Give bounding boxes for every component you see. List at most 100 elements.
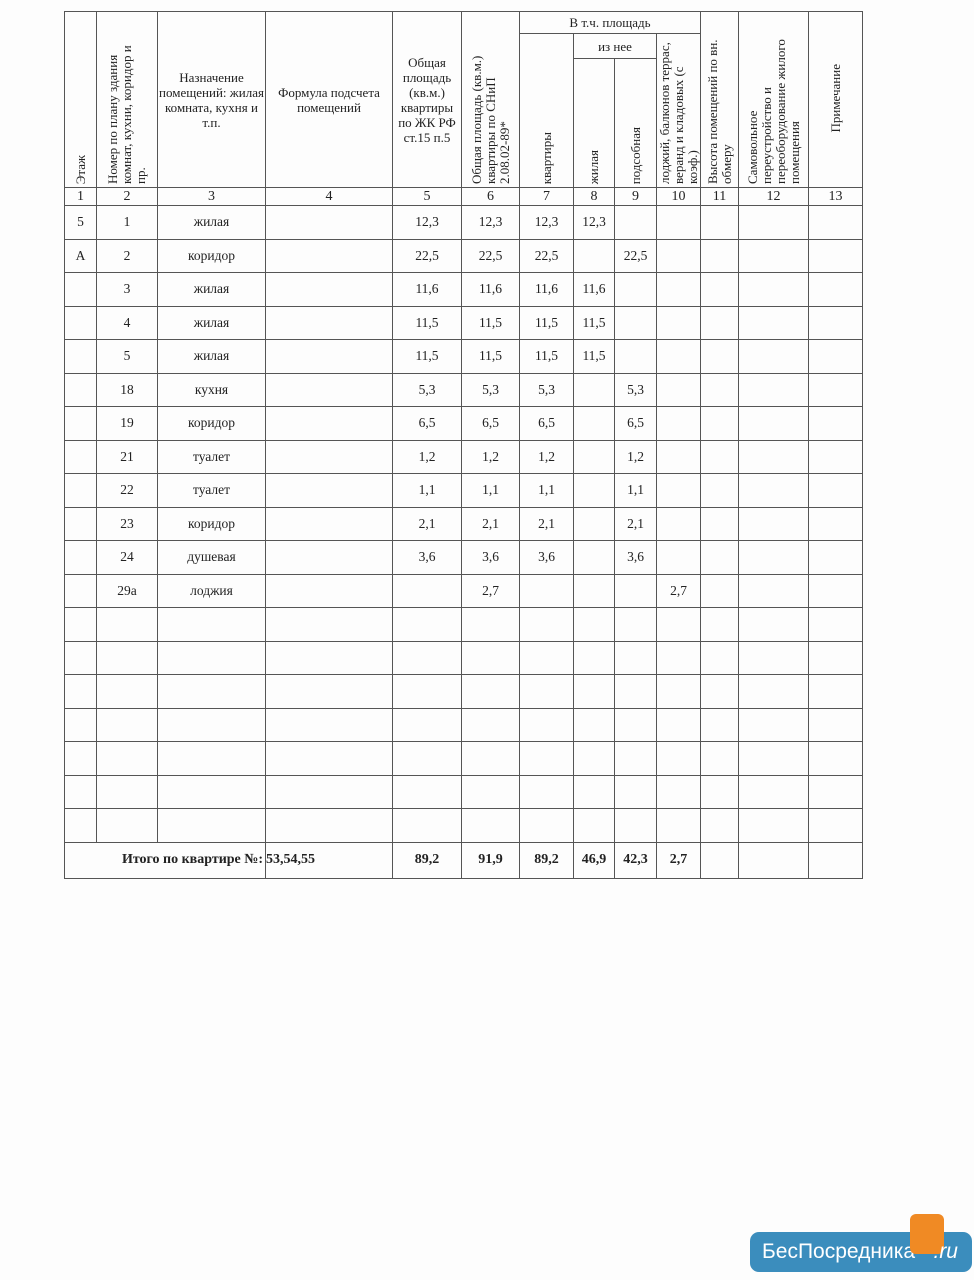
table-cell [808,774,863,809]
table-cell: 6,5 [461,406,520,441]
table-cell [656,774,701,809]
table-cell [738,439,809,474]
table-cell: 23 [96,506,158,541]
table-cell [573,372,615,407]
table-cell [808,272,863,307]
table-cell [738,305,809,340]
table-cell: 2,1 [519,506,574,541]
table-cell [265,406,393,441]
table-cell: 12,3 [573,205,615,240]
table-row: 23 коридор 2,1 2,1 2,1 2,1 [64,506,863,541]
table-cell [157,640,266,675]
table-cell: жилая [157,205,266,240]
table-cell [392,741,462,776]
table-cell [700,741,739,776]
table-cell [738,640,809,675]
table-cell: 22 [96,473,158,508]
table-cell [96,674,158,709]
table-cell: 11,5 [519,305,574,340]
table-cell [656,339,701,374]
table-cell: 1,1 [392,473,462,508]
table-cell [573,741,615,776]
table-cell [64,272,97,307]
table-cell [157,607,266,642]
table-cell [461,774,520,809]
table-cell [738,406,809,441]
table-cell [808,808,863,843]
table-cell [808,473,863,508]
table-cell [700,607,739,642]
table-cell [808,406,863,441]
table-cell [265,741,393,776]
table-cell [461,640,520,675]
table-cell [64,439,97,474]
table-cell [656,540,701,575]
table-cell: 2,1 [614,506,657,541]
table-cell [392,774,462,809]
table-cell: 22,5 [392,238,462,273]
empty-row [64,607,863,642]
table-cell [265,573,393,608]
table-cell [614,674,657,709]
table-cell: 11,5 [461,305,520,340]
table-cell [656,640,701,675]
table-cell [614,640,657,675]
table-cell: 1,2 [519,439,574,474]
total-value: 89,2 [392,841,462,879]
column-numbers-row: 1 2 3 4 5 6 7 8 9 10 11 12 13 [64,187,863,206]
table-cell [614,205,657,240]
header-subgroup: из нее [573,32,657,60]
table-cell [461,607,520,642]
table-cell [573,439,615,474]
table-cell [700,573,739,608]
table-cell [519,674,574,709]
table-cell [700,238,739,273]
column-number: 11 [700,187,739,206]
table-cell [392,808,462,843]
column-number: 12 [738,187,809,206]
table-cell [808,741,863,776]
table-cell [738,272,809,307]
table-cell: 5,3 [614,372,657,407]
table-cell: 1,1 [461,473,520,508]
empty-row [64,674,863,709]
table-cell: 4 [96,305,158,340]
table-cell [265,506,393,541]
table-cell [64,305,97,340]
table-cell: жилая [157,272,266,307]
table-cell [656,238,701,273]
table-cell [461,741,520,776]
table-cell [157,707,266,742]
table-cell [700,540,739,575]
table-cell: 5,3 [519,372,574,407]
column-number: 8 [573,187,615,206]
header-group: В т.ч. площадь [519,11,701,34]
table-cell [614,272,657,307]
table-cell [64,540,97,575]
empty-row [64,707,863,742]
table-cell: 3,6 [392,540,462,575]
table-cell [265,439,393,474]
total-row: Итого по квартире №: 53,54,55 89,2 91,9 89,2… [64,841,863,879]
table-cell [573,540,615,575]
table-cell [573,774,615,809]
table-cell [808,674,863,709]
table-cell [573,573,615,608]
header-loggias: лоджий, балконов террас, веранд и кладов… [656,33,701,188]
table-cell [614,741,657,776]
table-cell [64,339,97,374]
table-cell: туалет [157,473,266,508]
table-cell: А [64,238,97,273]
table-cell [265,238,393,273]
table-cell [519,741,574,776]
table-row: 5 жилая 11,5 11,5 11,5 11,5 [64,339,863,374]
header-total-area-zhk: Общая площадь (кв.м.) квартиры по ЖК РФ … [392,11,462,188]
table-cell: 6,5 [519,406,574,441]
table-cell: 11,5 [573,305,615,340]
total-apartments: 53,54,55 [265,841,393,879]
table-cell [738,506,809,541]
table-row: 19 коридор 6,5 6,5 6,5 6,5 [64,406,863,441]
table-cell [573,406,615,441]
total-value [700,841,739,879]
table-cell [738,808,809,843]
